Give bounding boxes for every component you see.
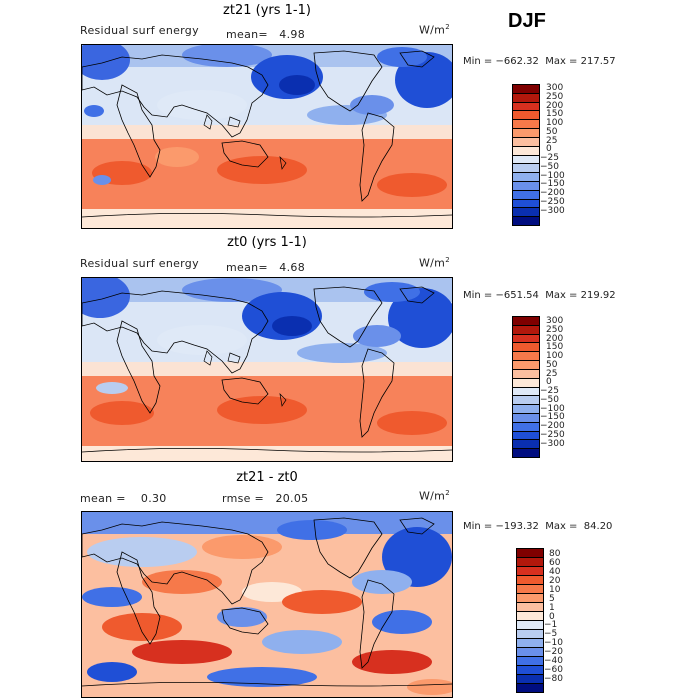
cb3-label-7: 0 [549, 612, 555, 622]
cb1-label-1: 250 [546, 92, 564, 102]
panel1-mean: mean= 4.98 [226, 28, 305, 41]
cb2-label-3: 150 [546, 342, 564, 352]
cb2-label-5: 50 [546, 360, 558, 370]
cb1-label-6: 25 [546, 136, 558, 146]
cb2-label-13: −250 [540, 430, 565, 440]
panel1-title: zt21 (yrs 1-1) [223, 3, 311, 18]
panel2-field-label: Residual surf energy [80, 257, 199, 270]
panel1-colorbar [512, 84, 540, 226]
cb2-label-4: 100 [546, 351, 564, 361]
cb2-label-9: −50 [540, 395, 559, 405]
panel3-title: zt21 - zt0 [236, 470, 298, 485]
cb3-label-4: 10 [549, 585, 561, 595]
panel2-map [81, 277, 453, 462]
panel3-colorbar [516, 548, 544, 693]
cb1-label-13: −250 [540, 197, 565, 207]
cb1-label-0: 300 [546, 83, 564, 93]
cb2-label-1: 250 [546, 325, 564, 335]
cb1-label-14: −300 [540, 206, 565, 216]
cb3-label-1: 60 [549, 558, 561, 568]
cb1-label-8: −25 [540, 153, 559, 163]
cb3-label-3: 20 [549, 576, 561, 586]
cb1-label-2: 200 [546, 101, 564, 111]
panel2-minmax: Min = −651.54 Max = 219.92 [463, 290, 616, 301]
cb2-label-0: 300 [546, 316, 564, 326]
cb3-label-14: −80 [544, 674, 563, 684]
panel3-map-canvas [82, 512, 452, 697]
panel2-units: W/m2 [419, 256, 450, 270]
panel1-field-label: Residual surf energy [80, 24, 199, 37]
cb3-label-0: 80 [549, 549, 561, 559]
panel1-minmax: Min = −662.32 Max = 217.57 [463, 56, 616, 67]
panel3-units: W/m2 [419, 489, 450, 503]
cb3-label-2: 40 [549, 567, 561, 577]
cb1-label-4: 100 [546, 118, 564, 128]
cb1-label-3: 150 [546, 109, 564, 119]
cb3-label-8: −1 [544, 620, 558, 630]
panel3-mean: mean = 0.30 [80, 492, 167, 505]
cb3-label-13: −60 [544, 665, 563, 675]
cb3-label-11: −20 [544, 647, 563, 657]
cb3-label-10: −10 [544, 638, 563, 648]
cb2-label-10: −100 [540, 404, 565, 414]
panel2-colorbar [512, 316, 540, 458]
panel2-map-canvas [82, 278, 452, 461]
cb2-label-12: −200 [540, 421, 565, 431]
cb2-label-8: −25 [540, 386, 559, 396]
cb1-label-9: −50 [540, 162, 559, 172]
panel1-map [81, 44, 453, 229]
cb3-label-9: −5 [544, 629, 558, 639]
panel1-map-canvas [82, 45, 452, 228]
season-label: DJF [508, 10, 546, 32]
panel2-mean: mean= 4.68 [226, 261, 305, 274]
cb1-label-12: −200 [540, 188, 565, 198]
panel3-map [81, 511, 453, 698]
panel2-title: zt0 (yrs 1-1) [227, 235, 307, 250]
cb3-label-5: 5 [549, 594, 555, 604]
cb1-label-5: 50 [546, 127, 558, 137]
cb1-label-10: −100 [540, 171, 565, 181]
panel1-units: W/m2 [419, 23, 450, 37]
panel3-minmax: Min = −193.32 Max = 84.20 [463, 521, 613, 532]
cb3-label-6: 1 [549, 603, 555, 613]
cb2-label-6: 25 [546, 369, 558, 379]
cb1-label-7: 0 [546, 144, 552, 154]
cb1-label-11: −150 [540, 179, 565, 189]
cb2-label-2: 200 [546, 334, 564, 344]
cb2-label-14: −300 [540, 439, 565, 449]
cb2-label-11: −150 [540, 412, 565, 422]
cb3-label-12: −40 [544, 656, 563, 666]
panel3-rmse: rmse = 20.05 [222, 492, 309, 505]
cb2-label-7: 0 [546, 377, 552, 387]
